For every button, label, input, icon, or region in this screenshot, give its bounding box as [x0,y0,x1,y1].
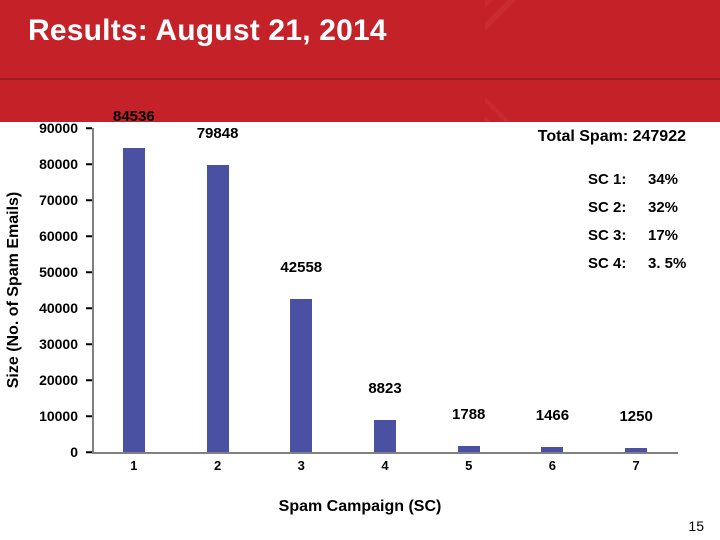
table-row: SC 4: 3. 5% [588,250,696,278]
y-tick-label: 40000 [8,300,78,316]
title-band-texture [485,0,720,122]
y-tick-mark [86,451,92,453]
y-tick-label: 60000 [8,228,78,244]
sc-key: SC 4: [588,250,634,278]
x-tick-label: 4 [381,458,388,473]
slide-root: Results: August 21, 2014 Size (No. of Sp… [0,0,720,540]
bar-value-label: 8823 [368,380,401,399]
y-tick-mark [86,199,92,201]
y-tick-mark [86,343,92,345]
bar-value-label: 84536 [113,108,155,127]
sc-percent-table: SC 1: 34% SC 2: 32% SC 3: 17% SC 4: 3. 5… [588,166,696,278]
bar [458,446,480,452]
sc-value: 17% [648,222,696,250]
y-tick-label: 20000 [8,372,78,388]
total-spam-label: Total Spam: 247922 [538,128,686,146]
y-tick-mark [86,127,92,129]
x-tick-label: 3 [298,458,305,473]
y-tick-label: 10000 [8,408,78,424]
x-tick-label: 5 [465,458,472,473]
x-tick-label: 6 [549,458,556,473]
sc-key: SC 2: [588,194,634,222]
y-tick-mark [86,163,92,165]
y-tick-label: 0 [8,444,78,460]
bar-value-label: 42558 [280,259,322,278]
x-tick-label: 1 [130,458,137,473]
table-row: SC 1: 34% [588,166,696,194]
sc-value: 34% [648,166,696,194]
bar [290,299,312,452]
bar-value-label: 79848 [197,125,239,144]
sc-value: 3. 5% [648,250,696,278]
bar-value-label: 1466 [536,407,569,426]
y-tick-mark [86,235,92,237]
bar [374,420,396,452]
bar [625,448,647,453]
table-row: SC 3: 17% [588,222,696,250]
slide-title: Results: August 21, 2014 [28,14,387,48]
page-number: 15 [688,518,704,534]
bar-value-label: 1788 [452,406,485,425]
y-tick-label: 50000 [8,264,78,280]
title-band-rule [0,78,720,80]
bar [541,447,563,452]
sc-key: SC 3: [588,222,634,250]
y-tick-mark [86,415,92,417]
bar [207,165,229,452]
sc-value: 32% [648,194,696,222]
x-tick-label: 7 [633,458,640,473]
x-axis-line [92,452,678,454]
y-tick-mark [86,271,92,273]
y-axis-title: Size (No. of Spam Emails) [5,192,23,388]
sc-key: SC 1: [588,166,634,194]
y-tick-label: 80000 [8,156,78,172]
x-axis-title: Spam Campaign (SC) [8,498,712,516]
y-tick-mark [86,379,92,381]
title-band: Results: August 21, 2014 [0,0,720,122]
y-tick-mark [86,307,92,309]
table-row: SC 2: 32% [588,194,696,222]
y-tick-label: 30000 [8,336,78,352]
x-tick-label: 2 [214,458,221,473]
bar-value-label: 1250 [619,408,652,427]
chart: Size (No. of Spam Emails) 84536798484255… [8,128,712,518]
bar [123,148,145,452]
y-tick-label: 90000 [8,120,78,136]
y-tick-label: 70000 [8,192,78,208]
